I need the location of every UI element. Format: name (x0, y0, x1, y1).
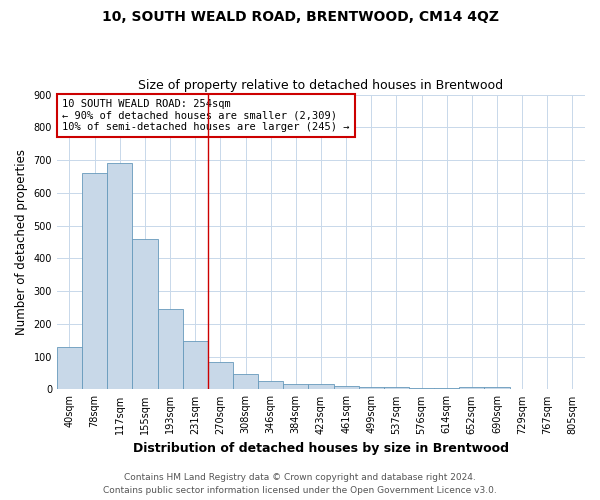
Bar (233, 374, 258, 390)
Bar (384, 387, 409, 390)
Bar (82, 173, 107, 390)
Bar (459, 387, 484, 390)
Bar (107, 164, 133, 390)
Bar (258, 381, 283, 390)
Bar (57, 347, 82, 390)
Bar (133, 238, 158, 390)
Bar (283, 384, 308, 390)
Bar (158, 308, 182, 390)
Bar (334, 386, 359, 390)
Bar (434, 388, 459, 390)
X-axis label: Distribution of detached houses by size in Brentwood: Distribution of detached houses by size … (133, 442, 509, 455)
Bar (359, 387, 384, 390)
Text: 10, SOUTH WEALD ROAD, BRENTWOOD, CM14 4QZ: 10, SOUTH WEALD ROAD, BRENTWOOD, CM14 4Q… (101, 10, 499, 24)
Bar (308, 384, 334, 390)
Text: 10 SOUTH WEALD ROAD: 254sqm
← 90% of detached houses are smaller (2,309)
10% of : 10 SOUTH WEALD ROAD: 254sqm ← 90% of det… (62, 99, 350, 132)
Title: Size of property relative to detached houses in Brentwood: Size of property relative to detached ho… (139, 79, 503, 92)
Bar (208, 362, 233, 390)
Y-axis label: Number of detached properties: Number of detached properties (15, 149, 28, 335)
Bar (484, 387, 509, 390)
Text: Contains HM Land Registry data © Crown copyright and database right 2024.
Contai: Contains HM Land Registry data © Crown c… (103, 474, 497, 495)
Bar (182, 341, 208, 390)
Bar (409, 388, 434, 390)
